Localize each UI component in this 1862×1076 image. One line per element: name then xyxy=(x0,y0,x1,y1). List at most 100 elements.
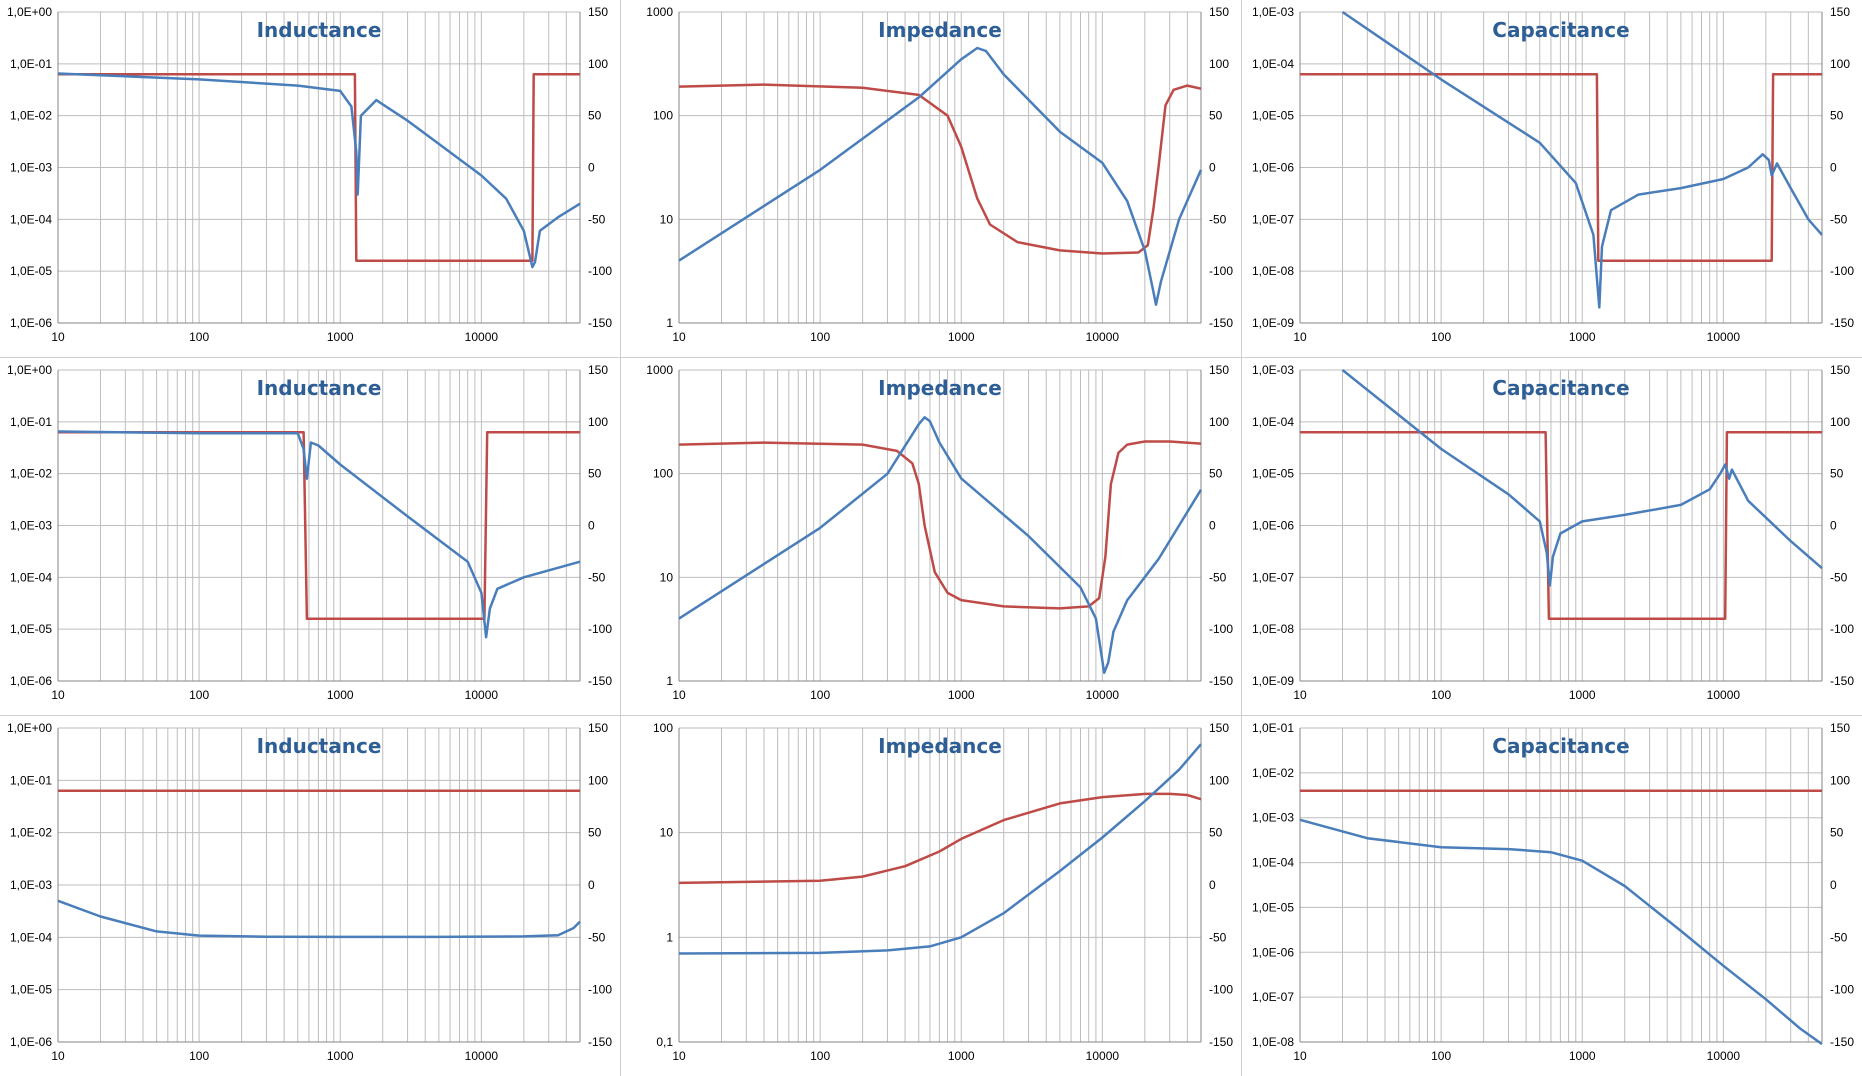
y-right-tick-label: -150 xyxy=(1209,316,1233,330)
chart-panel-inductance: 1,0E+00 1,0E-01 1,0E-02 1,0E-03 1,0E-04 1,0E-… xyxy=(0,716,620,1076)
series-line-phase xyxy=(1300,72,1822,263)
y-left-tick-label: 1,0E-01 xyxy=(1252,721,1294,735)
y-right-tick-label: 150 xyxy=(1830,5,1850,19)
gridlines xyxy=(678,11,1202,324)
column-divider xyxy=(1241,0,1242,1076)
y-right-tick-label: 50 xyxy=(588,826,602,840)
y-right-tick-label: 100 xyxy=(1209,773,1229,787)
y-right-tick-label: 0 xyxy=(1209,519,1216,533)
x-tick-label: 100 xyxy=(810,330,830,344)
y-right-tick-label: 100 xyxy=(1830,57,1850,71)
gridlines xyxy=(678,369,1202,682)
y-left-tick-label: 1,0E-03 xyxy=(1252,811,1294,825)
y-left-tick-label: 1,0E-04 xyxy=(10,212,52,226)
x-tick-label: 10 xyxy=(51,1049,65,1063)
chart-svg: 1,0E+00 1,0E-01 1,0E-02 1,0E-03 1,0E-04 1,0E-… xyxy=(7,5,612,344)
y-right-tick-label: 150 xyxy=(1209,721,1229,735)
x-tick-label: 10 xyxy=(672,688,686,702)
y-right-tick-label: -50 xyxy=(1209,930,1227,944)
y-left-tick-label: 100 xyxy=(653,721,673,735)
y-right-tick-label: 100 xyxy=(1830,415,1850,429)
series-line-magnitude xyxy=(678,416,1203,675)
x-tick-label: 10 xyxy=(672,1049,686,1063)
y-right-tick-label: -150 xyxy=(1830,316,1854,330)
chart-panel-impedance: 100 10 1 0,1 150 100 50 0 -50 -100 -150 10 100 1000 10… xyxy=(621,716,1241,1076)
x-tick-label: 10000 xyxy=(465,330,499,344)
x-tick-label: 10 xyxy=(51,688,65,702)
y-left-tick-label: 10 xyxy=(660,570,674,584)
series-line-phase xyxy=(678,440,1202,610)
y-left-tick-label: 1,0E-05 xyxy=(1252,109,1294,123)
chart-panel-capacitance: 1,0E-01 1,0E-02 1,0E-03 1,0E-04 1,0E-05 1,0E-… xyxy=(1242,716,1862,1076)
y-left-tick-label: 10 xyxy=(660,826,674,840)
y-right-tick-label: 100 xyxy=(1209,57,1229,71)
x-tick-label: 10000 xyxy=(1086,688,1120,702)
series-line-magnitude xyxy=(57,430,581,639)
y-left-tick-label: 1,0E-04 xyxy=(10,930,52,944)
y-right-tick-label: 0 xyxy=(588,878,595,892)
x-tick-label: 100 xyxy=(189,330,209,344)
y-left-tick-label: 1,0E-06 xyxy=(1252,519,1294,533)
y-left-tick-label: 1,0E+00 xyxy=(7,721,52,735)
y-right-tick-label: 50 xyxy=(1209,109,1223,123)
x-tick-label: 100 xyxy=(189,688,209,702)
y-left-tick-label: 1,0E-05 xyxy=(10,264,52,278)
gridlines xyxy=(57,11,581,324)
y-right-tick-label: 0 xyxy=(588,519,595,533)
y-right-tick-label: -50 xyxy=(1830,212,1848,226)
chart-panel-inductance: 1,0E+00 1,0E-01 1,0E-02 1,0E-03 1,0E-04 1,0E-… xyxy=(0,0,620,357)
chart-panel-inductance: 1,0E+00 1,0E-01 1,0E-02 1,0E-03 1,0E-04 1,0E-… xyxy=(0,358,620,715)
y-left-tick-label: 1 xyxy=(666,930,673,944)
y-right-tick-label: -100 xyxy=(1209,983,1233,997)
series-line-magnitude xyxy=(1341,10,1823,309)
y-right-tick-label: -100 xyxy=(1830,264,1854,278)
y-left-tick-label: 1000 xyxy=(646,363,673,377)
y-left-tick-label: 1,0E-06 xyxy=(1252,161,1294,175)
y-right-tick-label: -100 xyxy=(588,264,612,278)
y-right-tick-label: -100 xyxy=(1830,622,1854,636)
y-left-tick-label: 100 xyxy=(653,109,673,123)
y-left-tick-label: 1,0E-02 xyxy=(1252,766,1294,780)
chart-svg: 1,0E+00 1,0E-01 1,0E-02 1,0E-03 1,0E-04 1,0E-… xyxy=(7,363,612,702)
y-right-tick-label: -150 xyxy=(588,674,612,688)
x-tick-label: 10000 xyxy=(1086,330,1120,344)
x-tick-label: 100 xyxy=(1431,1049,1451,1063)
y-right-tick-label: 50 xyxy=(1830,826,1844,840)
y-right-tick-label: -150 xyxy=(588,1035,612,1049)
y-left-tick-label: 1,0E-03 xyxy=(1252,363,1294,377)
y-left-tick-label: 1,0E-06 xyxy=(10,674,52,688)
y-left-tick-label: 1 xyxy=(666,316,673,330)
x-tick-label: 10 xyxy=(1293,688,1307,702)
gridlines xyxy=(1299,727,1823,1043)
chart-panel-impedance: 1000 100 10 1 150 100 50 0 -50 -100 -150 10 100 1000 1… xyxy=(621,0,1241,357)
y-right-tick-label: 50 xyxy=(588,109,602,123)
y-right-tick-label: -150 xyxy=(1830,1035,1854,1049)
y-right-tick-label: 0 xyxy=(1830,878,1837,892)
x-tick-label: 100 xyxy=(810,688,830,702)
x-tick-label: 10000 xyxy=(465,688,499,702)
y-right-tick-label: 0 xyxy=(1209,161,1216,175)
chart-svg: 1,0E+00 1,0E-01 1,0E-02 1,0E-03 1,0E-04 1,0E-… xyxy=(7,721,612,1063)
x-tick-label: 10000 xyxy=(1707,688,1741,702)
y-right-tick-label: -100 xyxy=(1209,264,1233,278)
y-right-tick-label: 150 xyxy=(1209,363,1229,377)
y-right-tick-label: 50 xyxy=(1830,109,1844,123)
y-right-tick-label: -100 xyxy=(1830,983,1854,997)
y-right-tick-label: 150 xyxy=(588,363,608,377)
y-left-tick-label: 1 xyxy=(666,674,673,688)
y-right-tick-label: -50 xyxy=(588,570,606,584)
y-left-tick-label: 1,0E-01 xyxy=(10,57,52,71)
y-left-tick-label: 1,0E-09 xyxy=(1252,674,1294,688)
series-line-phase xyxy=(1300,430,1822,621)
series-line-magnitude xyxy=(57,899,581,939)
x-tick-label: 10000 xyxy=(465,1049,499,1063)
y-right-tick-label: 150 xyxy=(588,5,608,19)
y-left-tick-label: 1,0E-03 xyxy=(10,519,52,533)
y-left-tick-label: 1,0E-02 xyxy=(10,109,52,123)
y-left-tick-label: 1,0E-05 xyxy=(1252,467,1294,481)
y-right-tick-label: 50 xyxy=(1209,467,1223,481)
column-divider xyxy=(620,0,621,1076)
gridlines xyxy=(57,369,581,682)
x-tick-label: 100 xyxy=(189,1049,209,1063)
